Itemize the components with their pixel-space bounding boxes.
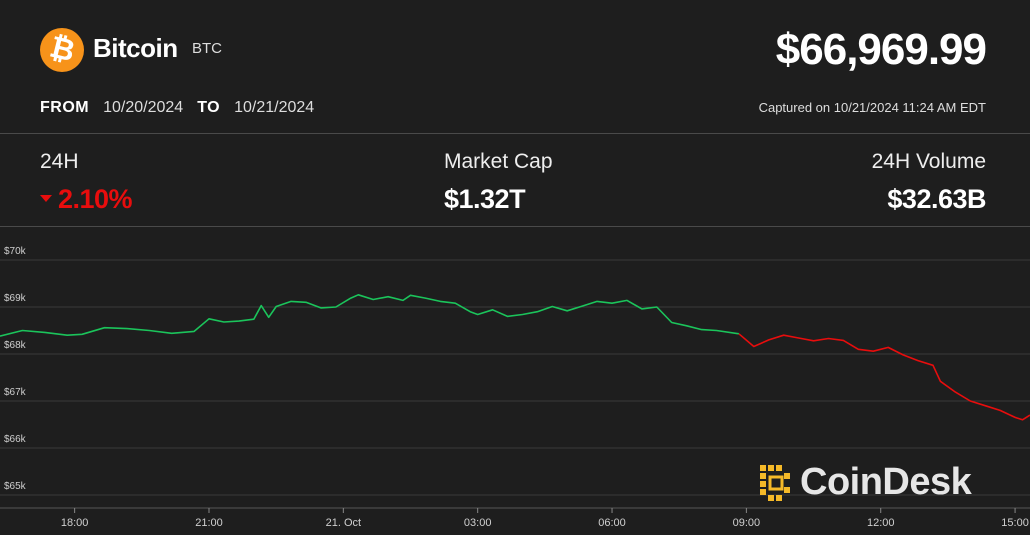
price-line-down: [738, 333, 1030, 421]
change-percent: 2.10%: [58, 184, 133, 214]
coindesk-watermark: CoinDesk: [756, 461, 972, 504]
x-tick-label: 12:00: [867, 517, 895, 529]
coin-ticker: BTC: [192, 40, 222, 57]
stat-24h-volume: 24H Volume $32.63B: [871, 150, 987, 215]
y-tick-label: $70k: [4, 246, 27, 257]
caret-down-icon: [40, 195, 52, 203]
x-tick-label: 21. Oct: [326, 517, 361, 529]
stat-label: 24H Volume: [871, 150, 986, 173]
stat-value: $32.63B: [887, 184, 986, 214]
from-label: FROM: [40, 99, 90, 116]
from-date: 10/20/2024: [103, 99, 184, 116]
price-chart: $70k $69k $68k $67k $66k $65k 18:00 21:00 21. O…: [0, 246, 1030, 529]
stat-market-cap: Market Cap $1.32T: [444, 150, 553, 215]
x-tick-label: 18:00: [61, 517, 89, 529]
y-tick-label: $69k: [4, 293, 27, 304]
stats-row: 24H 2.10% Market Cap $1.32T 24H Volume $…: [0, 134, 1030, 227]
y-tick-label: $66k: [4, 434, 27, 445]
y-tick-label: $68k: [4, 340, 27, 351]
x-tick-label: 15:00: [1001, 517, 1029, 529]
stat-value: 2.10%: [40, 184, 133, 215]
y-tick-label: $65k: [4, 481, 27, 492]
stat-24h-change: 24H 2.10%: [40, 150, 133, 215]
x-tick-label: 09:00: [733, 517, 761, 529]
to-date: 10/21/2024: [234, 99, 315, 116]
current-price: $66,969.99: [775, 25, 987, 74]
to-label: TO: [197, 99, 221, 116]
brand-name: CoinDesk: [800, 461, 972, 503]
captured-timestamp: Captured on 10/21/2024 11:24 AM EDT: [758, 100, 986, 115]
x-tick-label: 21:00: [195, 517, 223, 529]
stat-value: $1.32T: [444, 184, 526, 214]
header: ₿ Bitcoin BTC $66,969.99 FROM 10/20/2024 T…: [0, 0, 1030, 134]
x-tick-label: 03:00: [464, 517, 492, 529]
x-tick-label: 06:00: [598, 517, 626, 529]
y-tick-label: $67k: [4, 387, 27, 398]
stat-label: Market Cap: [444, 150, 553, 173]
coin-name: Bitcoin: [93, 33, 178, 63]
stat-label: 24H: [40, 150, 79, 173]
price-line-up: [0, 294, 740, 337]
bitcoin-logo-icon: ₿: [40, 28, 84, 72]
coindesk-logo-icon: [760, 464, 790, 501]
date-range: FROM 10/20/2024 TO 10/21/2024: [40, 99, 314, 117]
